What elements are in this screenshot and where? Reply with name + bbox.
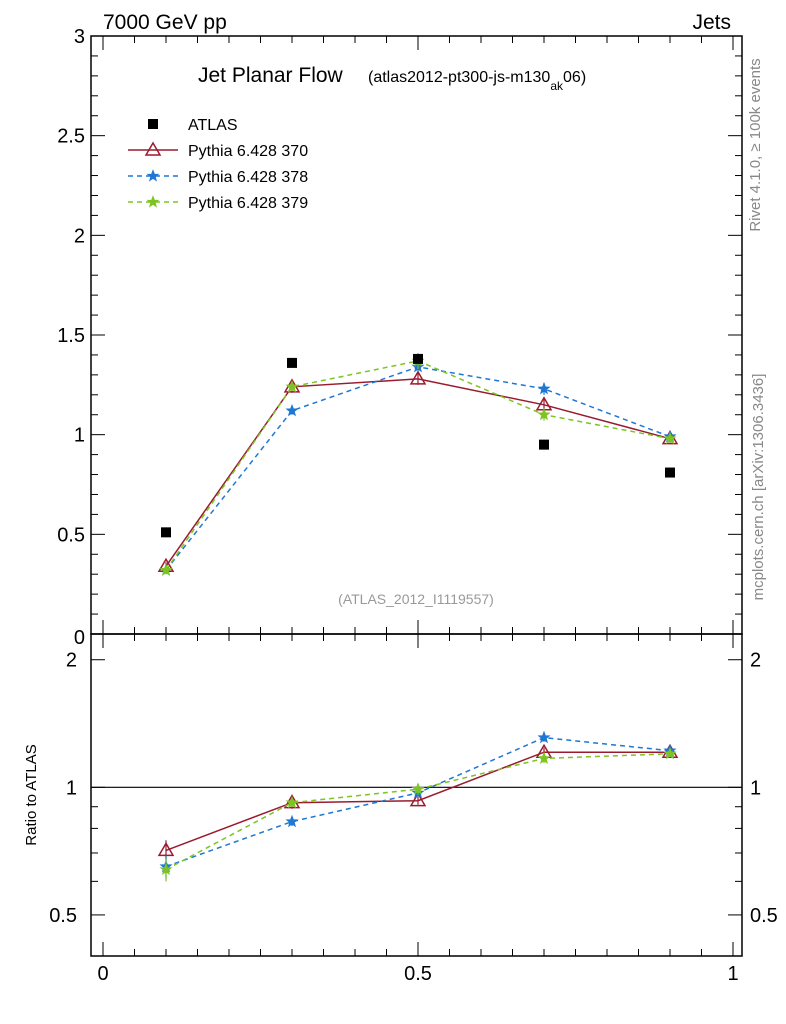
series-3-line — [165, 360, 671, 571]
series-3-ratio-point — [285, 795, 299, 809]
y-tick-label: 1.5 — [57, 325, 85, 347]
legend-series-2-label: Pythia 6.428 378 — [188, 169, 308, 186]
legend-atlas-marker — [148, 119, 158, 129]
legend-series-1-marker — [144, 141, 162, 156]
chart-title: Jet Planar Flow — [198, 64, 344, 87]
series-3-ratio-point — [411, 782, 425, 795]
legend-series-3-label: Pythia 6.428 379 — [188, 195, 308, 212]
series-3-point — [537, 407, 551, 421]
series-1-line — [165, 378, 671, 567]
atlas-data-point — [539, 439, 549, 450]
side-label-mcplots: mcplots.cern.ch [arXiv:1306.3436] — [750, 374, 767, 601]
series-3-point — [285, 379, 299, 393]
side-label-rivet: Rivet 4.1.0, ≥ 100k events — [747, 58, 764, 231]
series-2-point — [537, 381, 551, 395]
legend-series-3-marker — [146, 195, 160, 208]
series-3-point — [663, 431, 677, 445]
series-2-point — [285, 403, 299, 417]
series-3-point — [159, 563, 173, 576]
series-3-ratio-point — [537, 751, 551, 765]
svg-text:mcplots.cern.ch [arXiv:1306.34: mcplots.cern.ch [arXiv:1306.3436] — [750, 374, 767, 601]
ratio-tick-label: 1 — [66, 777, 77, 799]
x-tick-label: 1 — [727, 963, 738, 985]
series-1-ratio-point — [661, 743, 679, 758]
watermark: (ATLAS_2012_I1119557) — [338, 591, 494, 607]
series-1-ratio-point — [157, 841, 175, 857]
x-tick-label: 0.5 — [404, 963, 432, 985]
y-tick-label: 3 — [74, 26, 85, 48]
y-tick-label: 0.5 — [57, 524, 85, 546]
ratio-ylabel: Ratio to ATLAS — [23, 744, 40, 845]
ratio-tick-label-right: 2 — [750, 650, 761, 672]
series-2-line — [165, 366, 671, 571]
legend-series-2-marker — [146, 169, 160, 182]
atlas-data-point — [161, 527, 171, 538]
legend-atlas-label: ATLAS — [188, 117, 238, 134]
series-3-ratio-point — [663, 746, 677, 760]
y-tick-label: 2.5 — [57, 126, 85, 148]
y-tick-label: 2 — [74, 225, 85, 247]
series-1-point — [409, 370, 427, 385]
y-tick-label: 1 — [74, 425, 85, 447]
svg-text:Rivet 4.1.0, ≥ 100k events: Rivet 4.1.0, ≥ 100k events — [747, 58, 764, 231]
ratio-tick-label: 2 — [66, 650, 77, 672]
svg-text:Ratio to ATLAS: Ratio to ATLAS — [23, 744, 40, 845]
series-3-ratio-point — [159, 862, 173, 875]
series-1-ratio-point — [409, 792, 427, 807]
header-right: Jets — [692, 11, 731, 34]
ratio-tick-label: 0.5 — [49, 905, 77, 927]
chart-subtitle: (atlas2012-pt300-js-m130ak06) — [368, 69, 586, 93]
header-left: 7000 GeV pp — [103, 11, 227, 34]
y-tick-label-zero: 0 — [74, 627, 85, 649]
atlas-data-point — [287, 357, 297, 368]
ratio-plot-frame — [90, 633, 743, 957]
ratio-tick-label-right: 1 — [750, 777, 761, 799]
atlas-data-point — [665, 467, 675, 478]
series-2-ratio-point — [285, 814, 299, 828]
series-2-ratio-point — [537, 730, 551, 744]
x-tick-label: 0 — [97, 963, 108, 985]
legend-series-1-label: Pythia 6.428 370 — [188, 143, 308, 160]
ratio-tick-label-right: 0.5 — [750, 905, 778, 927]
series-3-ratio-line — [165, 753, 671, 871]
atlas-data-point — [413, 353, 423, 364]
